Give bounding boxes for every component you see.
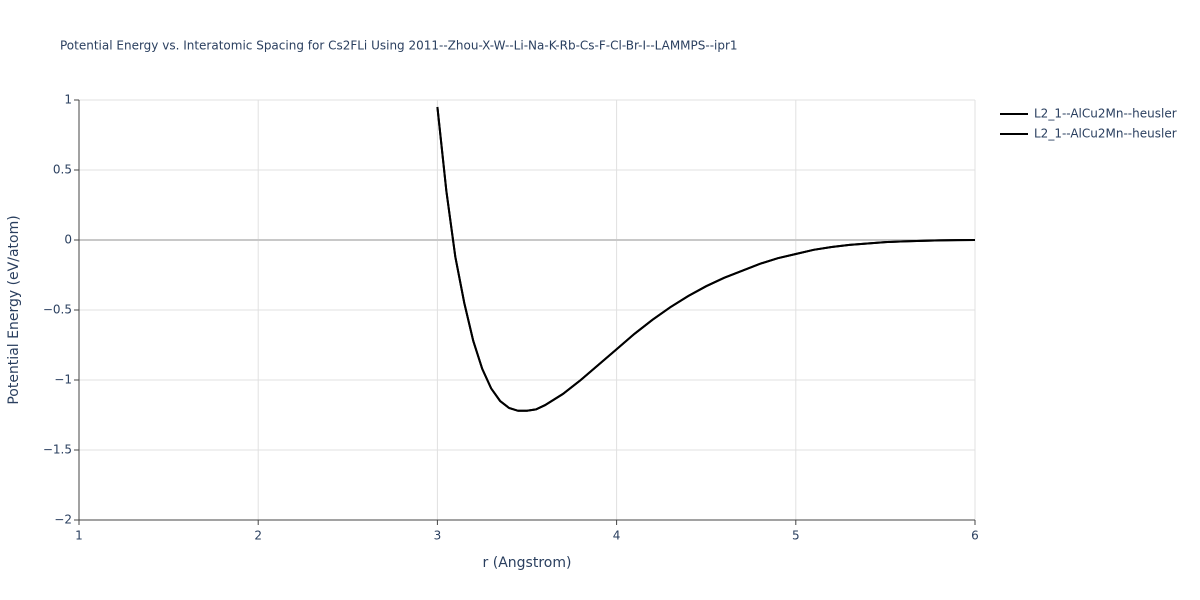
x-tick-label: 4 <box>613 529 621 543</box>
y-tick-label: −2 <box>54 513 72 527</box>
x-tick-label: 5 <box>792 529 800 543</box>
y-tick-label: 0.5 <box>53 163 72 177</box>
y-tick-label: 1 <box>64 93 72 107</box>
y-axis-label: Potential Energy (eV/atom) <box>6 215 22 404</box>
legend-label: L2_1--AlCu2Mn--heusler <box>1034 127 1177 141</box>
x-tick-label: 3 <box>434 529 442 543</box>
x-tick-label: 6 <box>971 529 979 543</box>
y-tick-label: 0 <box>64 233 72 247</box>
y-tick-label: −1.5 <box>43 443 72 457</box>
series-line <box>436 106 976 412</box>
x-tick-label: 2 <box>254 529 262 543</box>
y-tick-label: −0.5 <box>43 303 72 317</box>
legend-label: L2_1--AlCu2Mn--heusler <box>1034 107 1177 121</box>
x-tick-label: 1 <box>75 529 83 543</box>
chart-title: Potential Energy vs. Interatomic Spacing… <box>60 39 738 53</box>
x-axis-label: r (Angstrom) <box>483 555 572 571</box>
series-line <box>436 106 976 412</box>
y-tick-label: −1 <box>54 373 72 387</box>
